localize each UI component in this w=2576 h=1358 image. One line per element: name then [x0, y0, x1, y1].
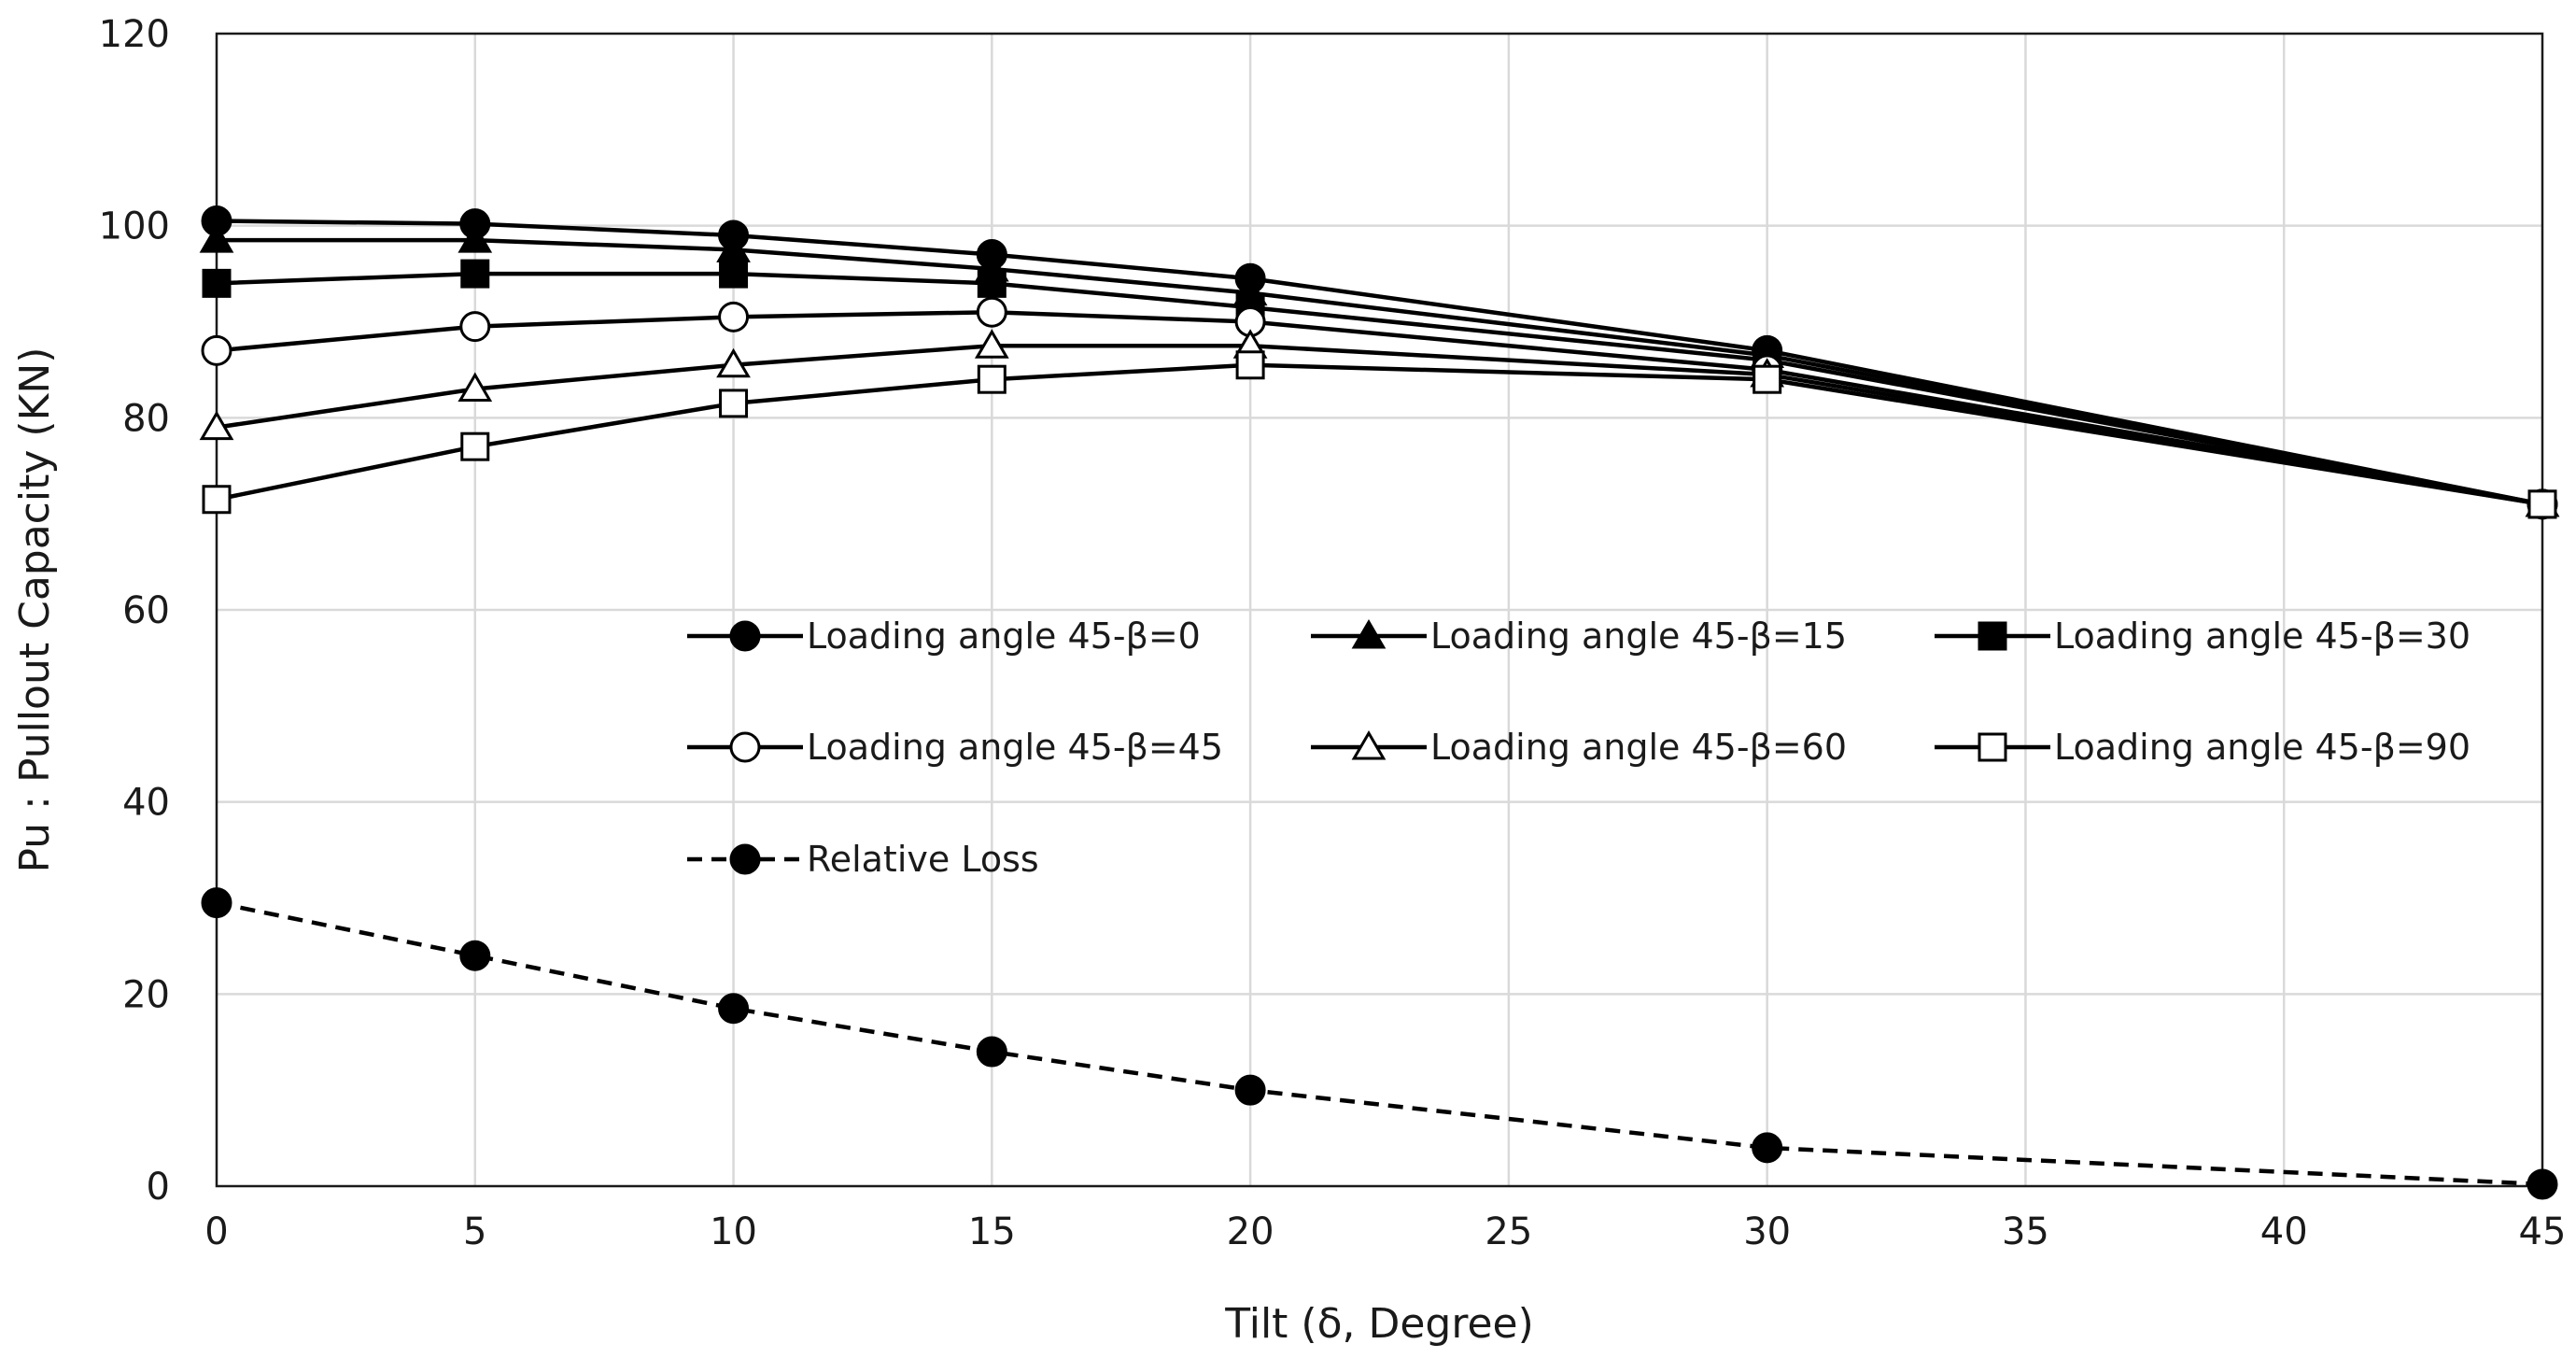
- y-tick-label: 100: [99, 205, 170, 248]
- legend-item: Loading angle 45-β=30: [1935, 615, 2470, 657]
- x-tick-label: 5: [463, 1210, 486, 1253]
- series-line: [216, 900, 2543, 1187]
- legend: Loading angle 45-β=0 Loading angle 45-β=1…: [687, 615, 2470, 880]
- legend-label: Loading angle 45-β=15: [1430, 615, 1847, 657]
- series-4: [199, 329, 2560, 517]
- data-point: [977, 364, 1006, 394]
- data-point: [1752, 1132, 1783, 1164]
- series-1: [199, 223, 2560, 517]
- legend-marker: [1351, 730, 1387, 760]
- data-point: [2527, 1168, 2558, 1200]
- data-point: [199, 223, 234, 253]
- series-line: [217, 237, 2543, 507]
- legend-marker: [1351, 619, 1387, 649]
- series-line: [216, 219, 2543, 507]
- data-point: [201, 334, 232, 366]
- legend-item: Loading angle 45-β=15: [1311, 615, 1847, 657]
- series-2: [202, 259, 2557, 519]
- series-3: [201, 296, 2558, 520]
- x-tick-label: 10: [710, 1210, 757, 1253]
- legend-marker: [729, 620, 761, 652]
- tick-labels: 0 5 10 15 20 25 30 35 40 45 0 20 40 60 80 100 120: [99, 13, 2567, 1253]
- data-point: [199, 410, 234, 441]
- legend-item: Loading angle 45-β=45: [687, 727, 1223, 768]
- data-point: [719, 389, 749, 418]
- legend-item: Relative Loss: [687, 839, 1039, 880]
- data-point: [718, 993, 750, 1025]
- legend-marker: [729, 843, 761, 875]
- legend-item: Loading angle 45-β=0: [687, 615, 1201, 657]
- x-axis-title: Tilt (δ, Degree): [1224, 1300, 1534, 1348]
- y-tick-label: 60: [122, 589, 170, 632]
- legend-label: Loading angle 45-β=30: [2054, 615, 2470, 657]
- grid-layer: [217, 34, 2542, 1186]
- data-point: [976, 1036, 1007, 1068]
- y-tick-label: 40: [122, 782, 170, 825]
- x-tick-label: 45: [2519, 1210, 2567, 1253]
- data-point: [1235, 350, 1265, 380]
- data-point: [460, 431, 490, 461]
- data-point: [201, 887, 232, 919]
- data-point: [974, 329, 1009, 359]
- legend-label: Loading angle 45-β=90: [2054, 727, 2470, 768]
- legend-marker: [1978, 621, 2007, 651]
- x-tick-label: 40: [2260, 1210, 2308, 1253]
- legend-marker: [1978, 732, 2007, 762]
- legend-item: Loading angle 45-β=60: [1311, 727, 1847, 768]
- data-point: [976, 296, 1007, 328]
- data-point: [2527, 489, 2557, 519]
- data-point: [1753, 364, 1782, 394]
- x-tick-label: 25: [1485, 1210, 1532, 1253]
- data-point: [716, 347, 751, 378]
- legend-label: Loading angle 45-β=45: [807, 727, 1223, 768]
- data-point: [460, 259, 490, 289]
- data-point: [457, 223, 493, 253]
- data-point: [202, 485, 232, 515]
- y-tick-label: 0: [147, 1166, 170, 1209]
- y-tick-label: 120: [99, 13, 170, 56]
- y-axis-title: Pu : Pullout Capacity (KN): [11, 347, 59, 873]
- x-tick-label: 35: [2002, 1210, 2049, 1253]
- legend-label: Relative Loss: [807, 839, 1039, 880]
- series-line: [216, 309, 2543, 507]
- data-point: [977, 268, 1006, 298]
- series-layer: [199, 205, 2560, 1200]
- data-point: [457, 372, 493, 402]
- data-point: [459, 940, 491, 971]
- legend-label: Loading angle 45-β=0: [807, 615, 1201, 657]
- x-tick-label: 0: [204, 1210, 228, 1253]
- legend-marker: [729, 731, 761, 763]
- series-6: [201, 887, 2558, 1200]
- series-5: [202, 350, 2557, 519]
- y-tick-label: 20: [122, 973, 170, 1016]
- x-tick-label: 20: [1227, 1210, 1274, 1253]
- data-point: [459, 311, 491, 343]
- x-tick-label: 30: [1743, 1210, 1791, 1253]
- plot-area: [215, 32, 2544, 1188]
- data-point: [202, 268, 232, 298]
- legend-label: Loading angle 45-β=60: [1430, 727, 1847, 768]
- data-point: [718, 301, 750, 332]
- x-tick-label: 15: [968, 1210, 1016, 1253]
- y-tick-label: 80: [122, 397, 170, 440]
- series-0: [201, 205, 2558, 520]
- legend-item: Loading angle 45-β=90: [1935, 727, 2470, 768]
- data-point: [719, 259, 749, 289]
- data-point: [1234, 1074, 1266, 1106]
